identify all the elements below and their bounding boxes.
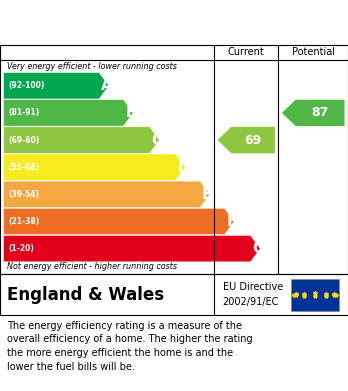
Text: (55-68): (55-68) xyxy=(9,163,40,172)
Text: EU Directive: EU Directive xyxy=(223,282,283,292)
Text: (92-100): (92-100) xyxy=(9,81,45,90)
FancyBboxPatch shape xyxy=(291,278,339,311)
Text: (1-20): (1-20) xyxy=(9,244,34,253)
Polygon shape xyxy=(3,181,210,208)
Text: (81-91): (81-91) xyxy=(9,108,40,117)
Text: 87: 87 xyxy=(311,106,329,119)
Text: (21-38): (21-38) xyxy=(9,217,40,226)
Text: A: A xyxy=(101,78,113,93)
Text: D: D xyxy=(177,160,190,175)
Text: C: C xyxy=(151,133,163,147)
Text: Not energy efficient - higher running costs: Not energy efficient - higher running co… xyxy=(7,262,177,271)
Text: E: E xyxy=(202,187,212,202)
Text: Energy Efficiency Rating: Energy Efficiency Rating xyxy=(63,15,285,30)
Text: (69-80): (69-80) xyxy=(9,136,40,145)
Polygon shape xyxy=(3,154,185,180)
Polygon shape xyxy=(3,235,260,262)
Polygon shape xyxy=(3,72,109,99)
Text: 2002/91/EC: 2002/91/EC xyxy=(223,297,279,307)
Text: England & Wales: England & Wales xyxy=(7,285,164,304)
Polygon shape xyxy=(3,100,133,126)
Text: Potential: Potential xyxy=(292,47,335,57)
Polygon shape xyxy=(3,208,234,235)
Text: B: B xyxy=(125,106,137,120)
Text: (39-54): (39-54) xyxy=(9,190,40,199)
Polygon shape xyxy=(218,127,275,153)
Polygon shape xyxy=(3,127,159,153)
Text: G: G xyxy=(252,241,265,256)
Polygon shape xyxy=(282,100,345,126)
Text: 69: 69 xyxy=(245,134,262,147)
Text: Very energy efficient - lower running costs: Very energy efficient - lower running co… xyxy=(7,62,177,71)
Text: The energy efficiency rating is a measure of the
overall efficiency of a home. T: The energy efficiency rating is a measur… xyxy=(7,321,253,372)
Text: F: F xyxy=(226,214,237,229)
Text: Current: Current xyxy=(228,47,264,57)
